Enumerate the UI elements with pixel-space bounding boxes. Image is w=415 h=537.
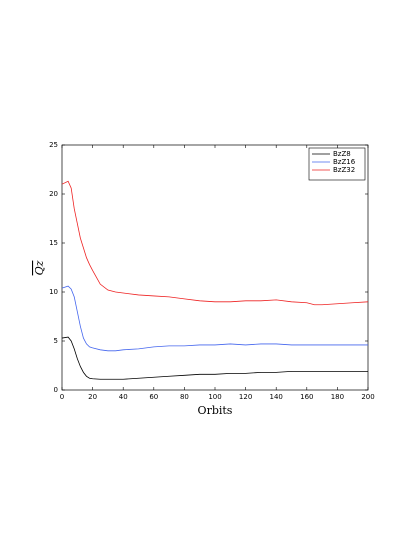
y-tick-label: 5 [54,337,58,345]
y-tick-label: 0 [54,386,58,394]
legend-label: BzZ16 [333,158,356,166]
x-tick-label: 100 [208,393,221,401]
y-tick-label: 10 [49,288,58,296]
data-line [61,285,368,352]
y-axis-label: Qz [33,260,46,275]
y-tick-label: 15 [49,239,58,247]
y-tick-label: 20 [49,190,58,198]
legend-label: BzZ8 [333,150,351,158]
x-tick-label: 120 [239,393,252,401]
x-tick-label: 60 [149,393,158,401]
x-tick-label: 80 [180,393,189,401]
x-tick-label: 160 [300,393,313,401]
y-tick-label: 25 [49,141,58,149]
x-axis-label: Orbits [198,404,233,417]
data-line [61,336,368,380]
x-tick-label: 200 [361,393,374,401]
legend-label: BzZ32 [333,166,355,174]
x-tick-label: 40 [119,393,128,401]
data-line [61,180,369,306]
plot-frame [61,144,369,391]
x-tick-label: 0 [60,393,64,401]
x-tick-label: 180 [331,393,344,401]
x-tick-label: 140 [270,393,283,401]
x-tick-label: 20 [88,393,97,401]
legend-box [308,147,366,181]
